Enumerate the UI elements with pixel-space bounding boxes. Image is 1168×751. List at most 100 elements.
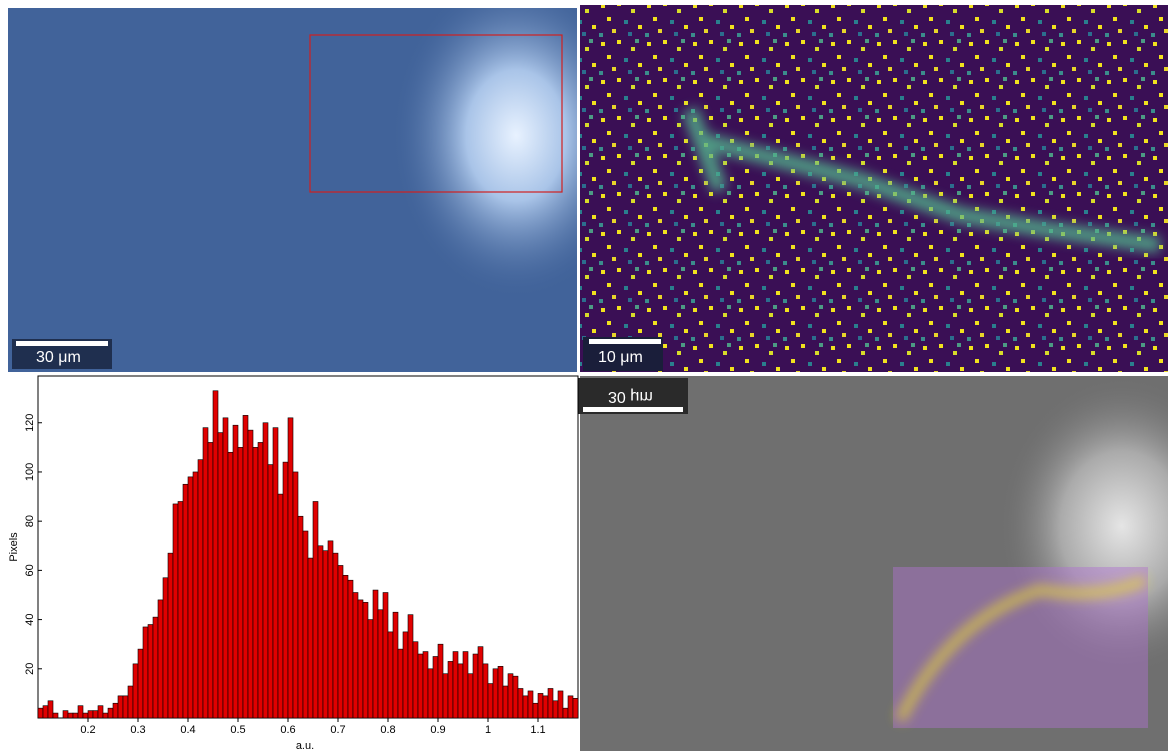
y-axis-label: Pixels [8,532,20,562]
bar [118,696,123,718]
bar [438,644,443,718]
x-tick-label: 0.4 [180,724,195,736]
bar [208,442,213,718]
bar [478,647,483,718]
bar [128,686,133,718]
y-tick-label: 100 [24,463,36,481]
bar [553,701,558,718]
bar [358,600,363,718]
bar [218,433,223,718]
bar [503,686,508,718]
bar [388,632,393,718]
bar [43,706,48,718]
y-tick-label: 120 [24,414,36,432]
bar [313,501,318,718]
bar [463,652,468,718]
bar [483,664,488,718]
bar [138,649,143,718]
bar [178,501,183,718]
bar [223,418,228,718]
bar [543,696,548,718]
bar [318,546,323,718]
x-tick-label: 0.9 [430,724,445,736]
y-tick-label: 60 [24,564,36,576]
bar [198,460,203,718]
bar [228,452,233,718]
bar [308,558,313,718]
bar [248,430,253,718]
bar [258,442,263,718]
scale-bar-label: 30 μm [608,388,653,405]
x-tick-label: 0.8 [380,724,395,736]
scale-bar-label: 10 μm [598,349,643,366]
bar [468,674,473,718]
bar [453,652,458,718]
bar [493,669,498,718]
map-panel: 10 μm [580,5,1168,372]
x-tick-label: 1 [485,724,491,736]
bar [473,654,478,718]
sample-region [300,8,577,372]
bar [273,428,278,718]
bar [538,693,543,718]
bar [368,620,373,718]
bar [518,688,523,718]
bar [148,625,153,718]
bar [558,691,563,718]
bar [573,698,578,718]
bar [38,708,43,718]
overlay-panel: 30 μm [578,376,1168,751]
x-tick-label: 1.1 [530,724,545,736]
bar [423,652,428,718]
bar [378,610,383,718]
bar [53,713,58,718]
bar [253,447,258,718]
x-axis-label: a.u. [296,740,314,751]
bar [323,551,328,718]
bar [163,578,168,718]
bar [203,428,208,718]
bar [133,664,138,718]
bar [193,472,198,718]
bar [278,494,283,718]
bar [563,708,568,718]
x-tick-label: 0.2 [80,724,95,736]
bar [363,602,368,718]
bar [393,612,398,718]
bar [348,580,353,718]
bar [333,553,338,718]
bar [523,696,528,718]
bar [343,575,348,718]
scale-bar [589,339,661,344]
bar [63,711,68,718]
y-tick-label: 20 [24,663,36,675]
bar [548,688,553,718]
bar [268,465,273,718]
bar [48,701,53,718]
bar [83,713,88,718]
bar [143,627,148,718]
bar [413,642,418,718]
bar [383,593,388,718]
bar [533,703,538,718]
bar [448,661,453,718]
scale-bar [583,407,683,412]
bar [173,504,178,718]
x-tick-label: 0.6 [280,724,295,736]
bar [353,593,358,718]
y-tick-label: 80 [24,515,36,527]
bar [298,516,303,718]
bar [263,423,268,718]
bar [508,674,513,718]
y-tick-label: 40 [24,613,36,625]
bar [108,708,113,718]
bar [158,600,163,718]
bar [513,676,518,718]
bar [98,706,103,718]
bar [428,669,433,718]
bar [433,656,438,718]
bar [338,565,343,718]
x-tick-label: 0.5 [230,724,245,736]
bar [213,391,218,718]
